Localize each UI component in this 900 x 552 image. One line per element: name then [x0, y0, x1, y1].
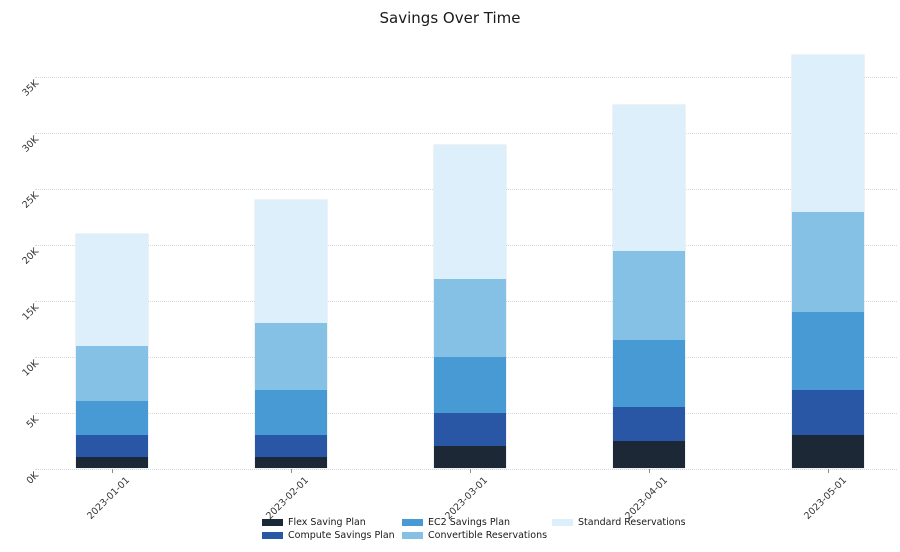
x-axis-tick-label: 2023-05-01 [801, 474, 849, 522]
x-axis-tick [648, 468, 650, 473]
bar-segment [791, 55, 864, 212]
y-axis-tick-label: 30K [20, 134, 41, 156]
bar-segment [433, 356, 506, 413]
x-axis-tick [111, 468, 113, 473]
bar-segment [75, 233, 148, 346]
bar-segment [791, 211, 864, 313]
bar [75, 233, 148, 469]
gridline [35, 133, 897, 135]
bar-segment [433, 278, 506, 357]
x-axis-tick-label: 2023-03-01 [443, 474, 491, 522]
bar-segment [612, 250, 685, 341]
bar-segment [433, 446, 506, 469]
bar-segment [254, 434, 327, 458]
bar-segment [254, 323, 327, 391]
y-axis-tick-label: 0K [24, 469, 41, 486]
gridline [35, 77, 897, 79]
bar-segment [254, 457, 327, 469]
bar-segment [612, 340, 685, 408]
x-axis-tick-label: 2023-01-01 [85, 474, 133, 522]
bar-segment [75, 457, 148, 469]
bar-segment [612, 440, 685, 469]
bar-segment [612, 407, 685, 441]
bar-segment [612, 105, 685, 251]
bar [433, 144, 506, 469]
bar [612, 105, 685, 469]
bar-segment [791, 312, 864, 391]
y-axis-tick-label: 5K [24, 413, 41, 431]
bar-segment [254, 390, 327, 435]
y-axis-tick-label: 15K [20, 301, 41, 323]
x-axis-tick [827, 468, 829, 473]
bar [791, 55, 864, 469]
bar-segment [433, 144, 506, 279]
bar [254, 200, 327, 469]
x-axis-tick [290, 468, 292, 473]
bar-segment [75, 434, 148, 458]
x-axis-tick-label: 2023-04-01 [622, 474, 670, 522]
gridline [35, 468, 897, 470]
chart-title: Savings Over Time [379, 9, 521, 27]
y-axis-tick-label: 35K [20, 78, 41, 100]
bar-segment [791, 390, 864, 435]
y-axis-tick-label: 10K [20, 357, 41, 379]
x-axis-tick-label: 2023-02-01 [264, 474, 312, 522]
bar-segment [791, 434, 864, 469]
x-axis-tick [469, 468, 471, 473]
bar-segment [433, 412, 506, 447]
y-axis-tick-label: 20K [20, 246, 41, 267]
bar-segment [75, 345, 148, 402]
y-axis-tick-label: 25K [20, 190, 41, 211]
bar-segment [75, 401, 148, 435]
bar-segment [254, 200, 327, 324]
